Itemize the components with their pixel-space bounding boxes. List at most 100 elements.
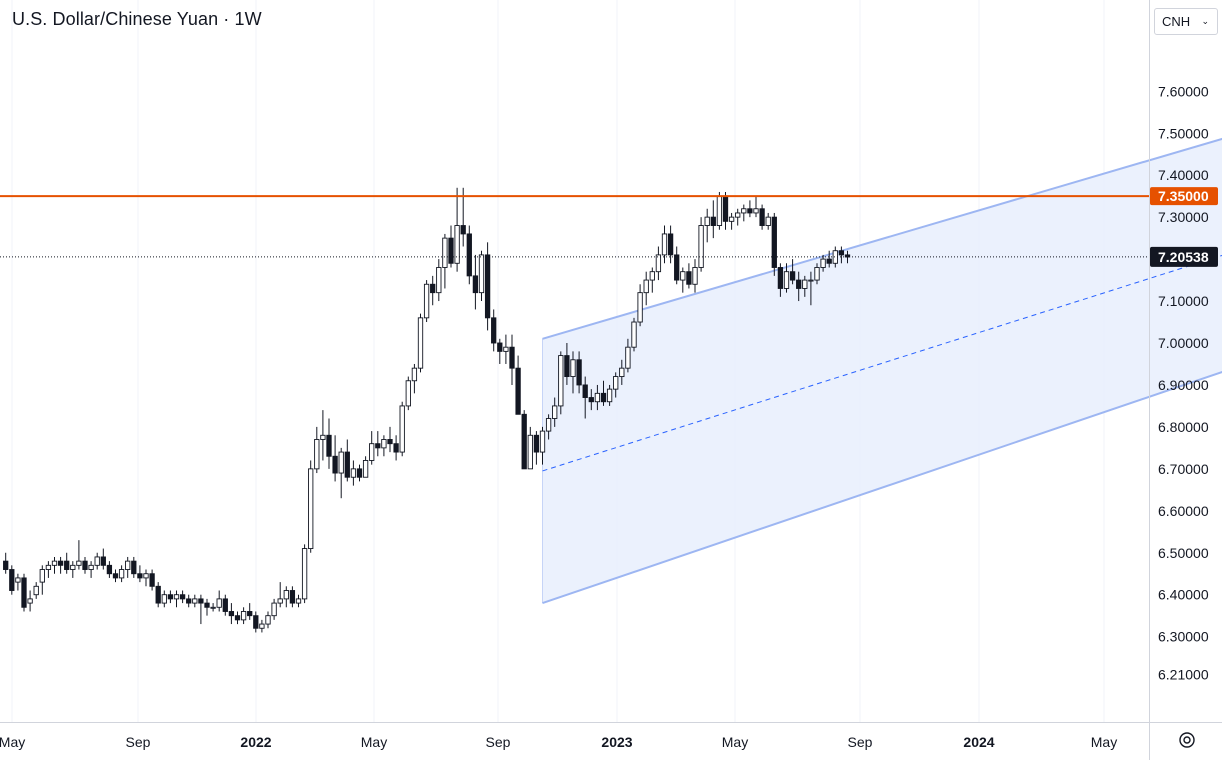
candle-body-up — [314, 439, 320, 470]
candle-body-down — [112, 573, 119, 579]
regression-channel[interactable] — [542, 16, 1222, 605]
candle — [704, 208, 710, 243]
price-tick-label: 7.50000 — [1158, 125, 1209, 141]
candle-body-up — [70, 564, 76, 570]
candle-body-down — [722, 195, 729, 222]
candle-body-down — [472, 275, 479, 294]
candle-body-up — [94, 556, 100, 566]
candle-body-down — [356, 468, 363, 478]
candle-body-up — [783, 271, 790, 289]
candle — [228, 603, 235, 625]
candle — [64, 552, 70, 574]
candle — [314, 426, 320, 474]
candle — [716, 191, 723, 230]
time-axis[interactable]: May Sep 2022 May Sep 2023 May Sep 2024 May — [0, 722, 1222, 751]
candle-body-down — [375, 443, 381, 449]
candle-body-up — [814, 267, 820, 281]
candle — [387, 426, 393, 453]
candle — [405, 376, 411, 411]
candle — [649, 267, 655, 293]
candle-body-up — [265, 615, 271, 625]
candle-body-down — [588, 397, 594, 403]
candle — [539, 426, 546, 465]
candle-body-down — [838, 250, 845, 256]
price-tick-label: 6.50000 — [1158, 545, 1209, 561]
candle-body-up — [240, 611, 247, 621]
candle-body-down — [387, 439, 393, 445]
candle — [112, 569, 119, 583]
candle — [747, 200, 753, 218]
candle-body-up — [802, 279, 808, 289]
candle-body-down — [674, 254, 680, 281]
candle-body-down — [796, 279, 802, 289]
time-tick-label: May — [0, 734, 25, 750]
candle — [484, 242, 491, 331]
time-tick-label: 2022 — [240, 734, 271, 750]
candle-body-up — [552, 405, 558, 419]
settings-gear-icon[interactable] — [1177, 730, 1197, 750]
candle-body-up — [613, 376, 619, 390]
candle — [698, 217, 704, 272]
candle-body-down — [253, 615, 259, 629]
candle — [430, 275, 436, 306]
candle-body-up — [210, 606, 216, 609]
candle-body-down — [21, 577, 27, 608]
candle — [802, 275, 808, 297]
chevron-down-icon: ⌄ — [1201, 16, 1209, 26]
candle — [222, 594, 228, 616]
candle — [423, 280, 430, 323]
horizontal-levels[interactable] — [0, 195, 1149, 258]
candle — [741, 204, 747, 222]
candle-body-down — [747, 208, 753, 214]
candle — [210, 603, 216, 612]
candle — [39, 565, 45, 595]
candle — [436, 259, 442, 302]
candle — [82, 556, 88, 574]
candle-body-down — [100, 556, 106, 566]
candle — [265, 611, 271, 629]
candle-body-down — [564, 355, 570, 378]
price-axis[interactable]: 7.600007.500007.400007.300007.200007.100… — [1149, 0, 1219, 760]
candle — [588, 389, 594, 411]
candle-body-up — [15, 577, 21, 583]
candle-body-up — [649, 271, 655, 281]
candle-body-down — [228, 611, 235, 617]
candle-body-up — [643, 279, 649, 294]
candle-body-up — [454, 225, 460, 264]
candle-body-up — [399, 405, 405, 453]
candle-body-up — [728, 216, 735, 222]
candle-body-up — [381, 439, 387, 449]
candle-body-up — [295, 598, 302, 604]
currency-selector[interactable]: CNH ⌄ — [1154, 8, 1218, 35]
candle — [820, 254, 826, 272]
resistance-label-bg — [1150, 187, 1218, 206]
candle — [393, 435, 399, 461]
price-tick-label: 6.70000 — [1158, 461, 1209, 477]
candle — [247, 603, 253, 620]
candle — [9, 565, 15, 595]
candle-body-down — [576, 359, 582, 386]
candle-body-down — [789, 271, 796, 281]
candle — [558, 351, 564, 415]
candle-body-down — [222, 598, 228, 612]
price-tick-label: 6.30000 — [1158, 629, 1209, 645]
candle-body-down — [466, 233, 472, 277]
candle — [576, 351, 582, 394]
candle-body-up — [45, 564, 52, 570]
candle — [728, 212, 735, 230]
candle — [94, 552, 100, 570]
candle — [301, 544, 308, 604]
candle-body-up — [436, 267, 442, 294]
time-tick-label: 2024 — [963, 734, 994, 750]
candle-body-down — [57, 560, 64, 566]
candle-body-down — [179, 594, 186, 600]
candle-body-up — [716, 195, 723, 226]
candle-body-down — [131, 560, 137, 575]
candle-body-up — [692, 267, 698, 285]
candle — [497, 338, 503, 364]
candle-body-up — [661, 233, 668, 256]
candle-body-up — [320, 434, 326, 440]
candle-body-up — [637, 292, 643, 323]
symbol-title[interactable]: U.S. Dollar/Chinese Yuan · 1W — [12, 9, 262, 29]
